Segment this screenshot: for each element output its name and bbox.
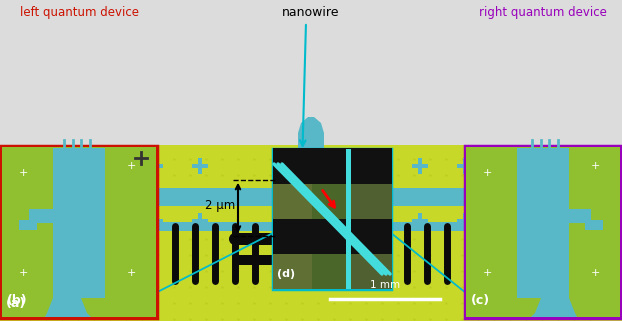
Bar — [517, 148, 553, 298]
Bar — [346, 149, 351, 289]
Bar — [0, 166, 30, 188]
Bar — [1, 146, 157, 318]
Bar — [521, 209, 591, 223]
Bar — [312, 218, 353, 254]
Bar — [463, 158, 467, 174]
Bar — [457, 219, 473, 223]
Bar — [585, 220, 603, 230]
Bar — [351, 218, 392, 254]
Bar — [412, 164, 428, 168]
Bar — [312, 183, 353, 219]
Bar — [192, 219, 208, 223]
Text: (c): (c) — [471, 294, 490, 307]
Bar — [273, 149, 391, 289]
Bar — [0, 145, 622, 321]
Text: 1 mm: 1 mm — [370, 280, 400, 290]
Polygon shape — [45, 278, 91, 317]
Ellipse shape — [229, 233, 241, 245]
Bar — [29, 209, 99, 223]
Bar — [273, 218, 313, 254]
Bar — [273, 253, 313, 289]
Text: +: + — [18, 268, 28, 278]
Bar — [0, 206, 622, 213]
Bar — [412, 219, 428, 223]
Bar — [0, 145, 80, 188]
Text: +: + — [482, 168, 491, 178]
Text: +: + — [482, 268, 491, 278]
Bar — [69, 148, 105, 298]
Bar — [147, 164, 163, 168]
Bar — [2, 147, 156, 317]
Bar — [457, 164, 473, 168]
Text: +: + — [18, 168, 28, 178]
Text: 2 μm: 2 μm — [205, 199, 235, 212]
Bar — [307, 206, 315, 231]
Bar — [557, 163, 622, 173]
Bar — [305, 227, 317, 239]
Text: +: + — [126, 268, 136, 278]
Bar — [238, 255, 364, 265]
Bar — [55, 147, 77, 163]
Bar — [0, 213, 622, 222]
Text: left quantum device: left quantum device — [19, 6, 139, 19]
Bar — [466, 147, 620, 317]
Text: +: + — [590, 268, 600, 278]
Text: right quantum device: right quantum device — [479, 6, 607, 19]
Text: (b): (b) — [7, 294, 27, 307]
Text: +: + — [126, 161, 136, 171]
Bar — [542, 145, 622, 188]
Text: (a): (a) — [6, 297, 26, 310]
Bar — [235, 233, 367, 245]
Bar — [351, 183, 392, 219]
Bar — [418, 213, 422, 229]
Bar — [298, 145, 324, 213]
Bar — [312, 253, 353, 289]
Ellipse shape — [233, 255, 243, 265]
Bar — [198, 158, 202, 174]
Polygon shape — [531, 278, 577, 317]
Polygon shape — [298, 117, 324, 153]
Bar — [192, 164, 208, 168]
Bar — [351, 148, 392, 184]
Text: (d): (d) — [277, 269, 295, 279]
Bar — [307, 151, 315, 191]
Bar — [463, 213, 467, 229]
Bar — [153, 213, 157, 229]
Bar — [0, 213, 622, 231]
Bar — [592, 166, 622, 188]
Bar — [53, 148, 75, 298]
Bar — [418, 158, 422, 174]
Bar — [545, 147, 567, 163]
Bar — [273, 183, 313, 219]
Text: nanowire: nanowire — [282, 6, 340, 19]
Bar — [198, 213, 202, 229]
Bar — [273, 148, 313, 184]
Ellipse shape — [359, 255, 369, 265]
Bar — [19, 220, 37, 230]
Text: +: + — [590, 161, 600, 171]
Bar — [312, 148, 353, 184]
Bar — [351, 253, 392, 289]
Bar — [547, 148, 569, 298]
Bar — [0, 188, 622, 206]
Bar — [0, 0, 622, 146]
Ellipse shape — [361, 233, 373, 245]
Bar — [153, 158, 157, 174]
Bar — [0, 163, 65, 173]
Bar — [147, 219, 163, 223]
Bar — [465, 146, 621, 318]
